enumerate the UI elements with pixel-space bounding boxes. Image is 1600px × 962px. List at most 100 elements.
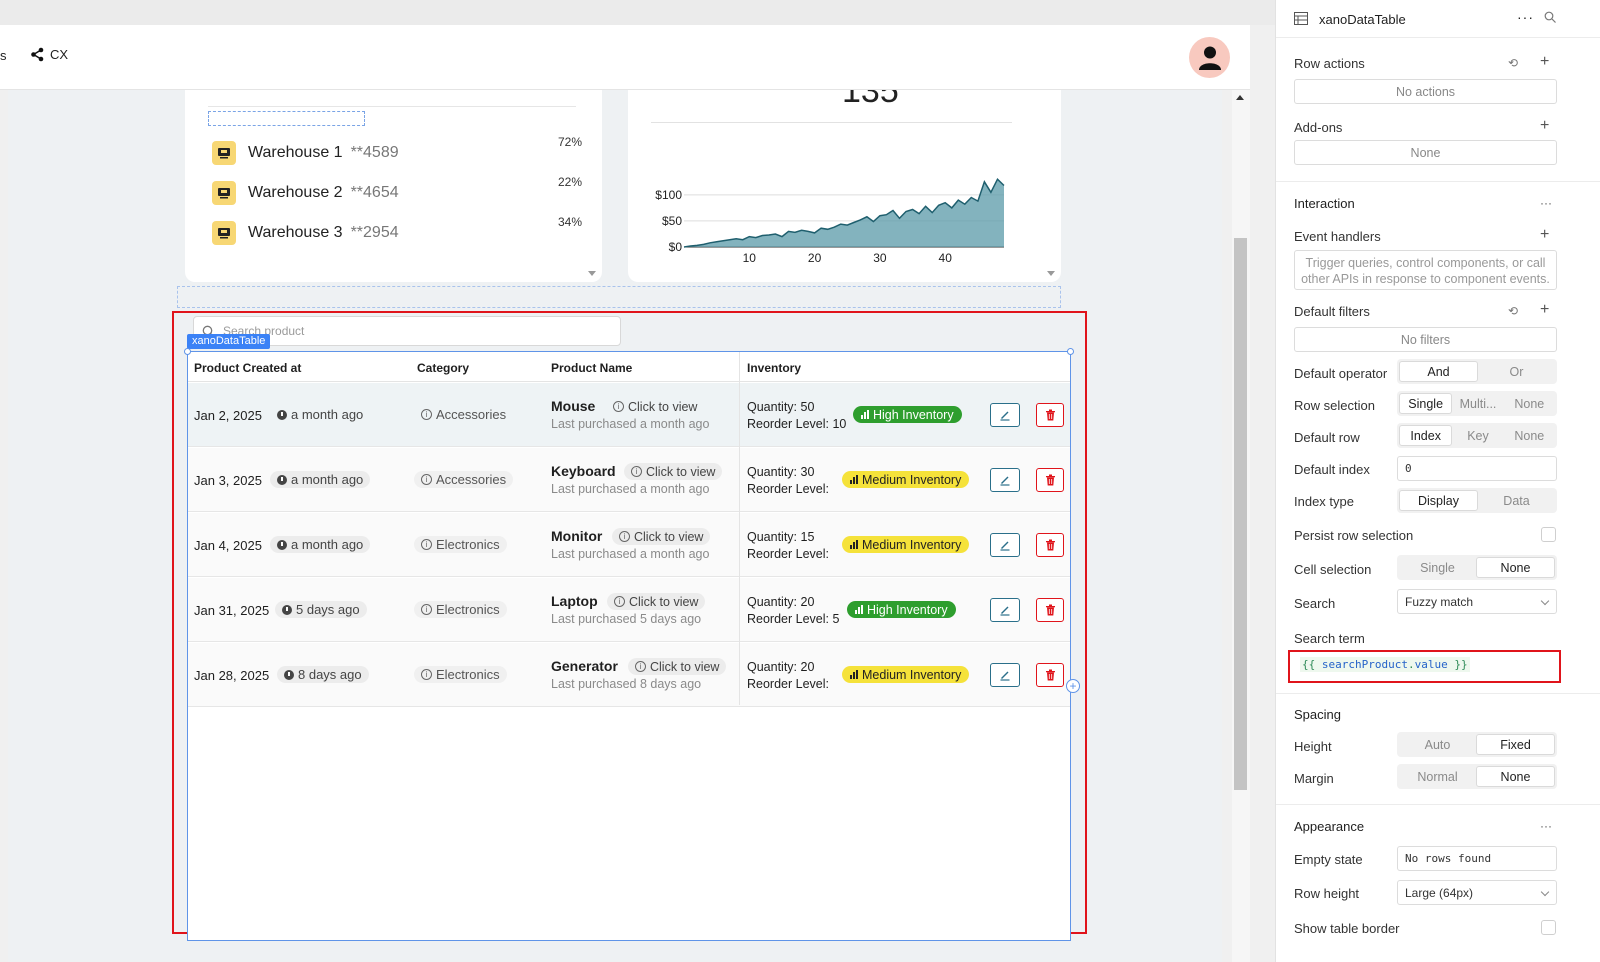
margin-none-option[interactable]: None — [1476, 766, 1555, 787]
delete-button[interactable] — [1036, 533, 1064, 557]
column-header[interactable]: Inventory — [747, 361, 802, 375]
product-name: Monitor — [551, 528, 603, 544]
row-selection-multi-option[interactable]: Multi... — [1459, 396, 1497, 411]
index-type-display-option[interactable]: Display — [1399, 490, 1478, 511]
delete-button[interactable] — [1036, 598, 1064, 622]
default-index-input[interactable]: 0 — [1397, 456, 1557, 481]
column-header[interactable]: Product Name — [551, 361, 633, 375]
margin-label: Margin — [1294, 771, 1334, 786]
y-tick-label: $100 — [655, 188, 682, 202]
share-label: CX — [50, 47, 69, 62]
cell-selection-toggle: Single None — [1397, 555, 1557, 580]
show-table-border-label: Show table border — [1294, 921, 1400, 936]
table-row[interactable]: Jan 2, 2025 a month ago i Accessories Mouse i… — [188, 383, 1070, 447]
avatar[interactable] — [1189, 37, 1230, 78]
edit-button[interactable] — [990, 403, 1020, 427]
clock-icon — [282, 604, 292, 615]
add-filter-icon[interactable]: + — [1540, 301, 1550, 318]
created-date: Jan 31, 2025 — [194, 603, 270, 618]
default-row-none-option[interactable]: None — [1514, 428, 1545, 443]
refresh-icon[interactable]: ⟲ — [1508, 304, 1519, 318]
table-row[interactable]: Jan 3, 2025 a month ago i Accessories Keyboa… — [188, 448, 1070, 512]
share-cx[interactable]: CX — [30, 47, 68, 62]
click-to-view-link[interactable]: i Click to view — [606, 398, 704, 415]
series-line — [683, 177, 1005, 248]
add-handle[interactable]: + — [1066, 679, 1080, 693]
default-filters-box[interactable]: No filters — [1294, 327, 1557, 352]
row-height-label: Row height — [1294, 886, 1360, 901]
operator-or-option[interactable]: Or — [1509, 364, 1524, 379]
product-name: Generator — [551, 658, 618, 674]
delete-button[interactable] — [1036, 663, 1064, 687]
click-to-view-link[interactable]: i Click to view — [628, 658, 727, 675]
operator-and-option[interactable]: And — [1399, 361, 1478, 382]
cell-selection-label: Cell selection — [1294, 562, 1372, 577]
persist-row-selection-checkbox[interactable] — [1541, 527, 1556, 542]
component-tag[interactable]: xanoDataTable — [187, 334, 271, 349]
warehouse-name: Warehouse 2 — [248, 184, 343, 201]
relative-time-badge: a month ago — [270, 536, 371, 553]
empty-drop-zone — [208, 111, 365, 126]
table-row[interactable]: Jan 4, 2025 a month ago i Electronics Monito… — [188, 513, 1070, 577]
row-height-select[interactable]: Large (64px) — [1397, 880, 1557, 905]
table-row[interactable]: Jan 28, 2025 8 days ago i Electronics Genera… — [188, 643, 1070, 707]
empty-state-input[interactable]: No rows found — [1397, 846, 1557, 871]
info-icon: i — [421, 669, 432, 680]
card-scroll-caret — [1047, 271, 1055, 276]
event-handlers-box[interactable]: Trigger queries, control components, or … — [1294, 250, 1557, 290]
data-table[interactable]: Product Created at Category Product Name… — [187, 351, 1071, 941]
canvas-scrollbar[interactable] — [1232, 90, 1250, 962]
row-actions-box[interactable]: No actions — [1294, 79, 1557, 104]
refresh-icon[interactable]: ⟲ — [1508, 56, 1519, 70]
edit-button[interactable] — [990, 468, 1020, 492]
height-fixed-option[interactable]: Fixed — [1476, 734, 1555, 755]
delete-button[interactable] — [1036, 468, 1064, 492]
addons-box[interactable]: None — [1294, 140, 1557, 165]
margin-normal-option[interactable]: Normal — [1417, 769, 1458, 784]
resize-handle[interactable] — [184, 348, 191, 355]
more-icon[interactable]: ··· — [1540, 196, 1552, 210]
click-to-view-link[interactable]: i Click to view — [624, 463, 723, 480]
column-header[interactable]: Category — [417, 361, 470, 375]
scroll-up-arrow[interactable] — [1236, 95, 1244, 100]
search-term-input[interactable]: {{ searchProduct.value }} — [1288, 650, 1561, 683]
warehouse-row: Warehouse 1 **4589 72% — [212, 135, 582, 165]
cell-selection-none-option[interactable]: None — [1476, 557, 1555, 578]
row-selection-single-option[interactable]: Single — [1399, 393, 1453, 414]
search-icon[interactable] — [1544, 11, 1556, 23]
resize-handle[interactable] — [1067, 348, 1074, 355]
default-row-key-option[interactable]: Key — [1467, 428, 1489, 443]
show-table-border-checkbox[interactable] — [1541, 920, 1556, 935]
edit-button[interactable] — [990, 663, 1020, 687]
add-row-action-icon[interactable]: + — [1540, 53, 1550, 70]
share-icon — [31, 47, 44, 62]
more-icon[interactable]: ··· — [1517, 9, 1534, 25]
column-divider — [739, 352, 740, 705]
chevron-down-icon — [1540, 596, 1550, 606]
edit-button[interactable] — [990, 598, 1020, 622]
row-selection-none-option[interactable]: None — [1514, 396, 1545, 411]
column-header[interactable]: Product Created at — [194, 361, 302, 375]
cell-selection-single-option[interactable]: Single — [1420, 560, 1455, 575]
delete-button[interactable] — [1036, 403, 1064, 427]
default-row-index-option[interactable]: Index — [1399, 425, 1453, 446]
search-mode-select[interactable]: Fuzzy match — [1397, 589, 1557, 614]
spacing-heading: Spacing — [1294, 707, 1341, 722]
click-to-view-link[interactable]: i Click to view — [612, 528, 711, 545]
add-addon-icon[interactable]: + — [1540, 117, 1550, 134]
y-tick-label: $50 — [662, 214, 682, 228]
scrollbar-thumb[interactable] — [1234, 238, 1247, 790]
product-name: Laptop — [551, 593, 598, 609]
default-index-label: Default index — [1294, 462, 1370, 477]
height-auto-option[interactable]: Auto — [1424, 737, 1451, 752]
clock-icon — [277, 409, 287, 420]
inventory-details: Quantity: 20 Reorder Level: 1 — [747, 660, 833, 691]
click-to-view-link[interactable]: i Click to view — [607, 593, 706, 610]
add-event-handler-icon[interactable]: + — [1540, 226, 1550, 243]
index-type-data-option[interactable]: Data — [1503, 493, 1530, 508]
edit-button[interactable] — [990, 533, 1020, 557]
x-tick-label: 10 — [743, 251, 757, 265]
table-row[interactable]: Jan 31, 2025 5 days ago i Electronics Laptop… — [188, 578, 1070, 642]
more-icon[interactable]: ··· — [1540, 819, 1552, 833]
warehouse-name: Warehouse 3 — [248, 224, 343, 241]
